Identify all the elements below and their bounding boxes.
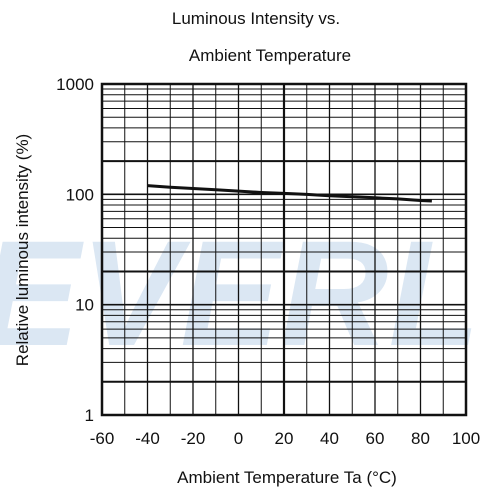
- x-axis-label: Ambient Temperature Ta (°C): [177, 468, 397, 487]
- y-tick-label: 100: [66, 185, 94, 204]
- x-tick-label: 40: [320, 429, 339, 448]
- y-tick-label: 1000: [56, 75, 94, 94]
- x-tick-label: -20: [181, 429, 206, 448]
- x-tick-label: -60: [90, 429, 115, 448]
- series-layer: [147, 184, 432, 203]
- x-tick-label: 60: [366, 429, 385, 448]
- x-tick-labels: -60 -40 -20 0 20 40 60 80 100: [90, 429, 480, 448]
- y-tick-label: 10: [75, 296, 94, 315]
- plot-frame: [100, 82, 468, 417]
- y-axis-label: Relative luminous intensity (%): [13, 134, 32, 366]
- y-tick-labels: 1 10 100 1000: [56, 75, 94, 425]
- watermark-text: EVERL: [0, 209, 480, 377]
- x-tick-label: 0: [234, 429, 243, 448]
- x-tick-label: -40: [135, 429, 160, 448]
- chart-title-line-2: Ambient Temperature: [189, 46, 351, 65]
- series-line-0: [147, 184, 432, 203]
- y-tick-label: 1: [85, 406, 94, 425]
- grid: [102, 84, 466, 415]
- x-tick-label: 20: [275, 429, 294, 448]
- x-tick-label: 100: [452, 429, 480, 448]
- chart-title-line-1: Luminous Intensity vs.: [172, 9, 340, 28]
- x-tick-label: 80: [411, 429, 430, 448]
